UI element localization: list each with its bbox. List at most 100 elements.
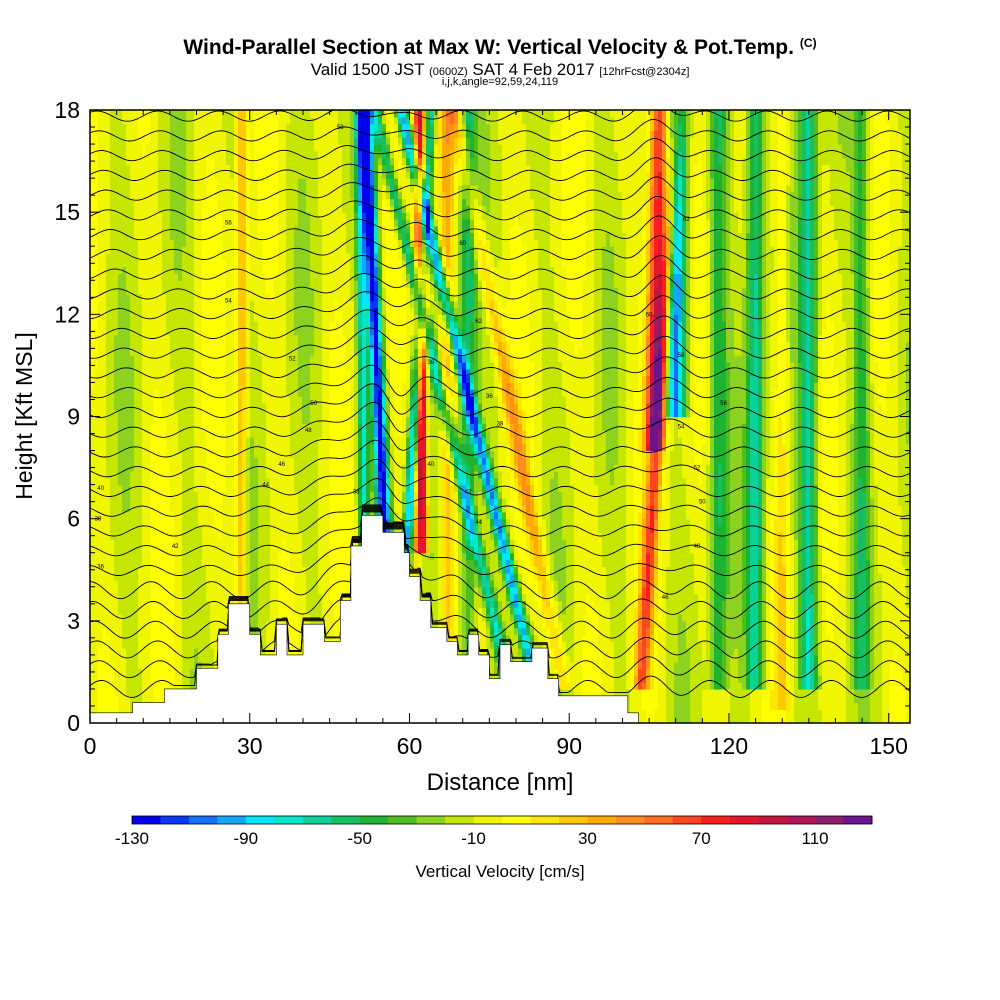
- field-cell: [142, 246, 147, 253]
- field-cell: [230, 321, 235, 328]
- field-cell: [126, 124, 131, 131]
- field-cell: [182, 621, 187, 628]
- field-cell: [182, 260, 187, 267]
- field-cell: [150, 219, 155, 226]
- field-cell: [190, 560, 195, 567]
- field-cell: [150, 437, 155, 444]
- field-cell: [194, 178, 199, 185]
- field-cell: [98, 124, 103, 131]
- field-cell: [178, 580, 183, 587]
- field-cell: [110, 464, 115, 471]
- field-cell: [182, 321, 187, 328]
- field-cell: [146, 301, 151, 308]
- field-cell: [174, 199, 179, 206]
- field-cell: [198, 342, 203, 349]
- field-cell: [142, 117, 147, 124]
- field-cell: [230, 478, 235, 485]
- field-cell: [186, 471, 191, 478]
- field-cell: [206, 117, 211, 124]
- field-cell: [214, 158, 219, 165]
- field-cell: [242, 273, 247, 280]
- field-cell: [262, 614, 267, 621]
- field-cell: [106, 696, 111, 703]
- field-cell: [122, 335, 127, 342]
- field-cell: [230, 273, 235, 280]
- field-cell: [190, 675, 195, 682]
- field-cell: [130, 573, 135, 580]
- field-cell: [226, 212, 231, 219]
- field-cell: [162, 260, 167, 267]
- field-cell: [238, 498, 243, 505]
- field-cell: [242, 253, 247, 260]
- field-cell: [250, 280, 255, 287]
- field-cell: [158, 130, 163, 137]
- field-cell: [94, 403, 99, 410]
- field-cell: [126, 348, 131, 355]
- field-cell: [206, 301, 211, 308]
- field-cell: [194, 192, 199, 199]
- field-cell: [150, 573, 155, 580]
- field-cell: [190, 600, 195, 607]
- field-cell: [118, 587, 123, 594]
- field-cell: [250, 451, 255, 458]
- field-cell: [218, 328, 223, 335]
- field-cell: [186, 226, 191, 233]
- field-cell: [166, 260, 171, 267]
- field-cell: [254, 444, 259, 451]
- field-cell: [214, 137, 219, 144]
- field-cell: [210, 648, 215, 655]
- field-cell: [122, 178, 127, 185]
- field-cell: [186, 396, 191, 403]
- field-cell: [238, 587, 243, 594]
- field-cell: [178, 628, 183, 635]
- field-cell: [226, 117, 231, 124]
- field-cell: [226, 505, 231, 512]
- field-cell: [262, 362, 267, 369]
- field-cell: [166, 212, 171, 219]
- field-cell: [190, 410, 195, 417]
- field-cell: [242, 457, 247, 464]
- field-cell: [134, 137, 139, 144]
- field-cell: [126, 498, 131, 505]
- field-cell: [110, 587, 115, 594]
- field-cell: [174, 287, 179, 294]
- field-cell: [142, 301, 147, 308]
- field-cell: [122, 539, 127, 546]
- field-cell: [166, 539, 171, 546]
- field-cell: [222, 614, 227, 621]
- field-cell: [222, 444, 227, 451]
- field-cell: [126, 417, 131, 424]
- field-cell: [218, 587, 223, 594]
- field-cell: [122, 648, 127, 655]
- field-cell: [102, 205, 107, 212]
- field-cell: [250, 219, 255, 226]
- field-cell: [134, 621, 139, 628]
- field-cell: [182, 151, 187, 158]
- field-cell: [186, 553, 191, 560]
- field-cell: [178, 519, 183, 526]
- field-cell: [210, 566, 215, 573]
- field-cell: [258, 185, 263, 192]
- field-cell: [130, 478, 135, 485]
- field-cell: [258, 471, 263, 478]
- field-cell: [250, 512, 255, 519]
- field-cell: [258, 600, 263, 607]
- field-cell: [110, 294, 115, 301]
- field-cell: [198, 376, 203, 383]
- field-cell: [234, 137, 239, 144]
- field-cell: [154, 607, 159, 614]
- field-cell: [162, 457, 167, 464]
- field-cell: [182, 417, 187, 424]
- field-cell: [118, 594, 123, 601]
- field-cell: [230, 144, 235, 151]
- field-cell: [110, 560, 115, 567]
- field-cell: [214, 219, 219, 226]
- field-cell: [150, 519, 155, 526]
- field-cell: [198, 273, 203, 280]
- field-cell: [202, 444, 207, 451]
- field-cell: [250, 560, 255, 567]
- field-cell: [186, 519, 191, 526]
- field-cell: [186, 144, 191, 151]
- field-cell: [230, 124, 235, 131]
- field-cell: [214, 355, 219, 362]
